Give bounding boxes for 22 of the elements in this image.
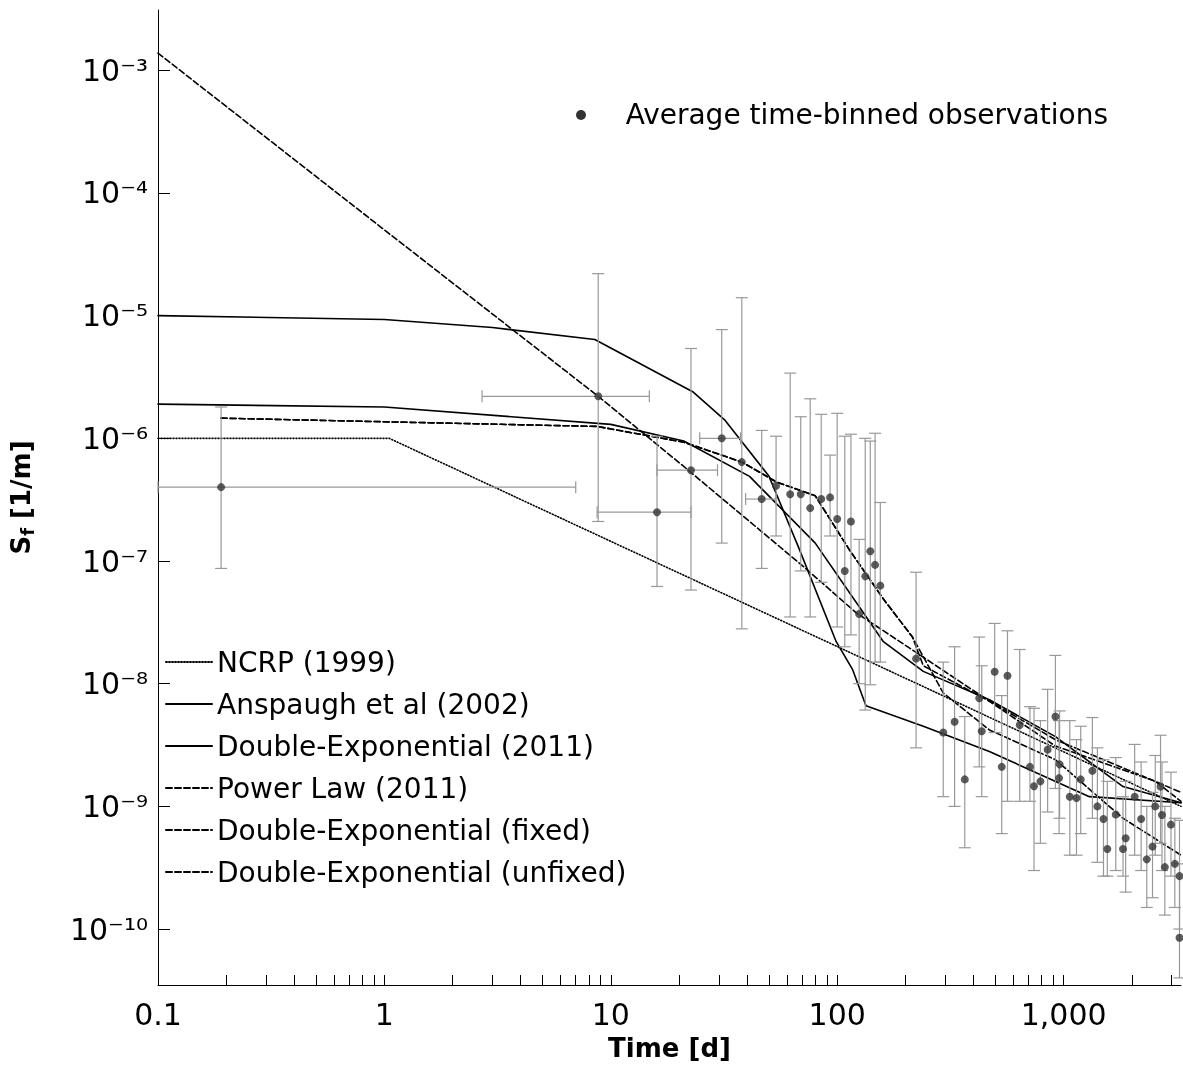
legend-label: Double-Exponential (unfixed)	[217, 855, 627, 889]
x-tick-label: 0.1	[134, 996, 182, 1032]
x-axis-title: Time [d]	[608, 1033, 731, 1063]
y-tick-label: 10⁻⁶	[81, 420, 148, 456]
x-tick-label: 100	[808, 996, 866, 1032]
y-tick-label: 10⁻⁴	[81, 175, 148, 211]
y-tick-label: 10⁻⁸	[81, 666, 148, 702]
legend-label: NCRP (1999)	[217, 645, 396, 679]
x-tick-label: 10	[591, 996, 630, 1032]
y-tick-label: 10⁻¹⁰	[69, 911, 148, 947]
y-tick-label: 10⁻³	[81, 52, 148, 88]
y-tick-label: 10⁻⁵	[81, 298, 148, 334]
annotation: Average time-binned observations	[625, 98, 1108, 131]
legend-label: Anspaugh et al (2002)	[217, 687, 530, 721]
legend-label: Double-Exponential (fixed)	[217, 813, 591, 847]
x-tick-label: 1	[374, 996, 394, 1032]
y-axis-title: Sf [1/m]	[6, 440, 38, 555]
legend-label: Double-Exponential (2011)	[217, 729, 594, 763]
x-tick-label: 1,000	[1020, 996, 1107, 1032]
legend-label: Power Law (2011)	[217, 771, 469, 805]
y-tick-label: 10⁻⁷	[81, 543, 148, 579]
y-tick-label: 10⁻⁹	[81, 788, 148, 824]
